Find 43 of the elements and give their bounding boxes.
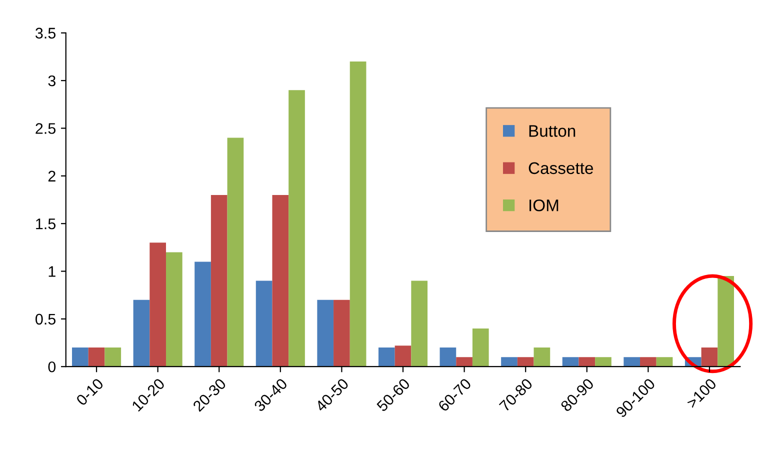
bar: [88, 348, 105, 367]
y-tick-label: 1.5: [36, 218, 56, 230]
bar: [210, 194, 228, 367]
bar: [578, 357, 596, 367]
bar: [104, 348, 122, 367]
bar: [411, 280, 428, 367]
bar: [394, 346, 412, 367]
bar: [334, 300, 350, 367]
bar: [472, 328, 489, 367]
bar: [150, 242, 166, 367]
y-tick-label: 0: [48, 361, 56, 372]
bar: [256, 280, 272, 367]
bar: [72, 348, 88, 367]
bar: [272, 194, 289, 367]
bar: [227, 138, 244, 367]
bar: [517, 357, 534, 367]
bar: [456, 357, 472, 367]
y-tick-label: 2.5: [36, 123, 56, 134]
legend-label: IOM: [530, 199, 558, 212]
legend-label: Button: [529, 125, 576, 137]
y-tick-label: 3: [48, 75, 56, 86]
y-tick-label: 3.5: [36, 28, 56, 39]
bar: [595, 357, 612, 367]
bar: [718, 276, 734, 367]
bar: [640, 357, 656, 367]
y-tick-label: 1: [48, 266, 56, 277]
bar: [194, 262, 211, 367]
bar: [378, 348, 395, 367]
bar: [562, 357, 579, 367]
bar: [317, 300, 334, 367]
bar: [624, 357, 640, 367]
y-tick-label: 0.5: [36, 314, 56, 325]
bar: [656, 357, 673, 367]
bar: [288, 90, 305, 367]
bar: [501, 357, 518, 367]
bar: [166, 252, 182, 367]
bar: [350, 62, 366, 367]
bar: [440, 348, 456, 367]
bar: [133, 300, 150, 367]
bar: [701, 348, 718, 367]
bar: [534, 348, 550, 367]
legend-label: Cassette: [528, 162, 594, 174]
y-tick-label: 2: [48, 170, 56, 182]
